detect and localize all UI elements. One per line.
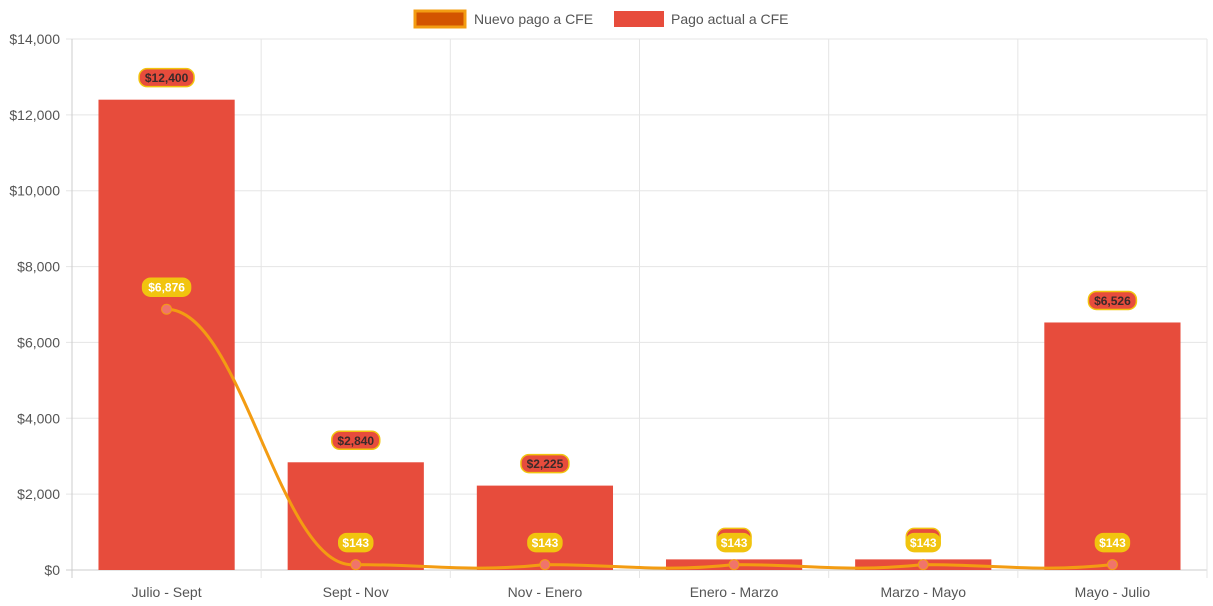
- label-text: $12,400: [145, 71, 189, 85]
- label-pill: [331, 430, 381, 451]
- label-pill: [520, 453, 570, 474]
- bar: [287, 462, 424, 570]
- label-text: $143: [532, 536, 559, 550]
- bar: [476, 485, 614, 570]
- label-text: $2,840: [337, 434, 374, 448]
- legend-item-line[interactable]: Nuevo pago a CFE: [413, 9, 593, 29]
- y-tick-label: $8,000: [17, 259, 60, 275]
- legend-label-bar: Pago actual a CFE: [671, 11, 789, 27]
- grid: [66, 38, 1208, 578]
- label-text: $143: [1099, 536, 1126, 550]
- label-pill: [141, 277, 192, 297]
- y-tick-label: $10,000: [9, 183, 60, 199]
- legend-item-bar[interactable]: Pago actual a CFE: [614, 11, 789, 27]
- label-text: $6,526: [1094, 294, 1131, 308]
- legend: Nuevo pago a CFE Pago actual a CFE: [413, 9, 789, 29]
- label-pill: [138, 67, 195, 88]
- bar: [98, 99, 235, 570]
- line-data-label: $143: [1094, 532, 1131, 553]
- line-point: [917, 559, 929, 571]
- y-tick-label: $4,000: [17, 410, 60, 426]
- x-tick-label: Mayo - Julio: [1075, 584, 1151, 600]
- line-point: [350, 559, 362, 571]
- bar-data-label: $6,526: [1087, 290, 1138, 311]
- label-pill: [1087, 290, 1138, 311]
- label-text: $2,225: [527, 457, 564, 471]
- label-text: $143: [910, 536, 937, 550]
- label-pill: [905, 532, 941, 553]
- line-data-labels: $6,876 $143 $143 $143 $143 $143: [141, 277, 1131, 553]
- series-line: [166, 307, 1113, 570]
- line-point: [728, 559, 740, 571]
- y-tick-label: $12,000: [9, 107, 60, 123]
- label-pill: [716, 532, 752, 553]
- line-data-label: $6,876: [141, 277, 192, 297]
- bar: [1044, 322, 1181, 570]
- y-tick-label: $6,000: [17, 334, 60, 350]
- legend-swatch-bar: [614, 11, 664, 27]
- y-axis-ticks: $0 $2,000 $4,000 $6,000 $8,000 $10,000 $12,000…: [9, 31, 60, 578]
- label-pill: [527, 532, 563, 553]
- line-data-label: $143: [338, 532, 374, 553]
- x-tick-label: Enero - Marzo: [690, 584, 779, 600]
- x-axis-ticks: Julio - Sept Sept - Nov Nov - Enero Enero -…: [132, 584, 1151, 600]
- line-data-label: $143: [905, 532, 941, 553]
- bar-data-label: $2,840: [331, 430, 381, 451]
- bar-data-label: $2,225: [520, 453, 570, 474]
- label-pill: [338, 532, 374, 553]
- y-tick-label: $2,000: [17, 486, 60, 502]
- line-point: [539, 559, 551, 571]
- line-data-label: $143: [527, 532, 563, 553]
- line-point: [161, 303, 173, 315]
- x-tick-label: Sept - Nov: [323, 584, 389, 600]
- line-point: [1106, 559, 1118, 571]
- y-tick-label: $0: [44, 562, 60, 578]
- x-tick-label: Nov - Enero: [508, 584, 583, 600]
- legend-swatch-line: [413, 9, 467, 29]
- line-series: [161, 303, 1118, 571]
- label-pill: [1094, 532, 1131, 553]
- label-text: $143: [721, 536, 748, 550]
- label-text: $6,876: [148, 281, 185, 295]
- line-data-label: $143: [716, 532, 752, 553]
- x-tick-label: Julio - Sept: [132, 584, 202, 600]
- label-text: $143: [342, 536, 369, 550]
- bar-data-label: $12,400: [138, 67, 195, 88]
- y-tick-label: $14,000: [9, 31, 60, 47]
- x-tick-label: Marzo - Mayo: [880, 584, 966, 600]
- legend-label-line: Nuevo pago a CFE: [474, 11, 593, 27]
